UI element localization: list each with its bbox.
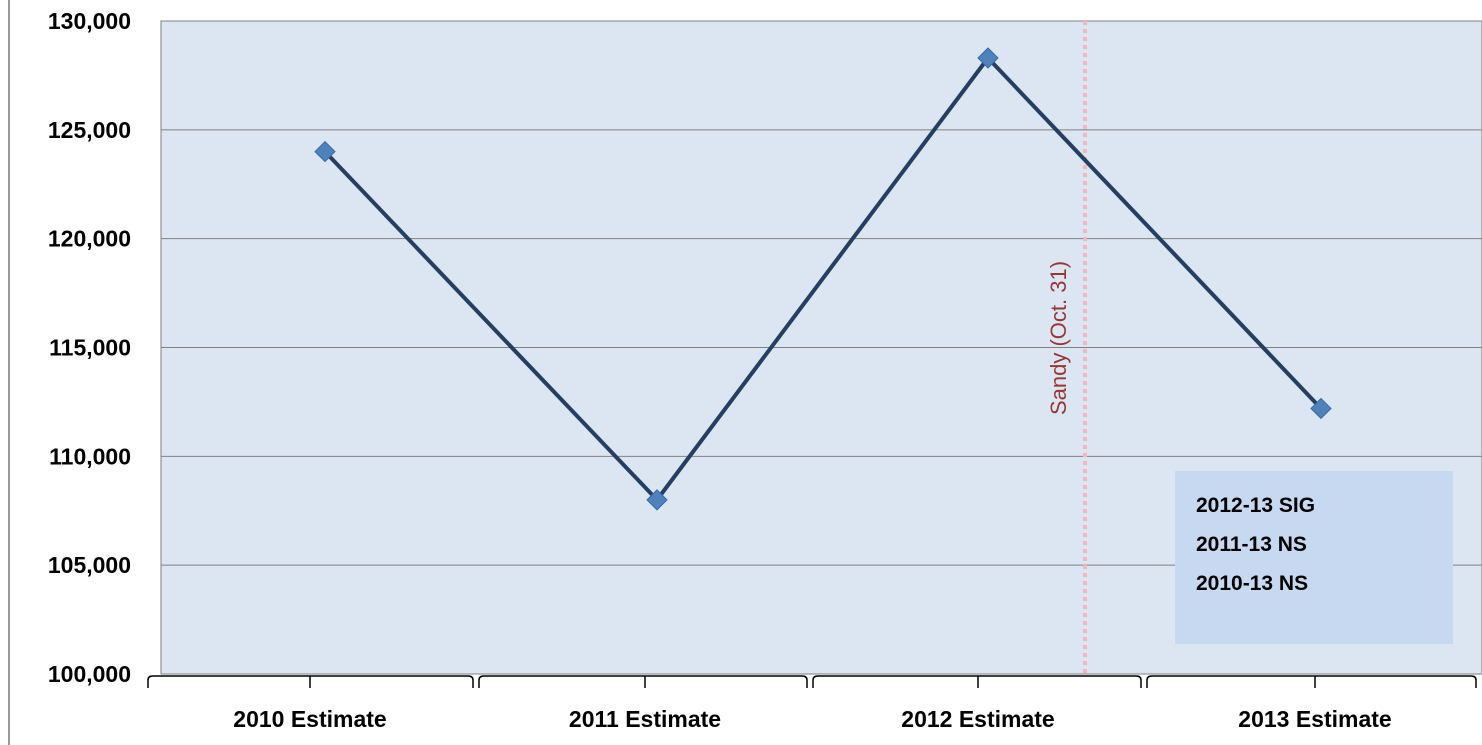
data-point-marker	[1310, 397, 1332, 420]
annotation-background	[1175, 471, 1453, 644]
data-point-marker	[314, 140, 336, 163]
x-category-bracket	[478, 675, 808, 688]
x-axis: 2010 Estimate 2011 Estimate 2012 Estimate 2…	[147, 675, 1477, 732]
y-tick-label: 110,000	[49, 443, 131, 469]
event-marker: Sandy (Oct. 31)	[1046, 21, 1087, 674]
series-line	[314, 47, 1332, 511]
y-tick-label: 125,000	[48, 117, 131, 143]
annotation-line: 2010-13 NS	[1196, 572, 1308, 595]
x-tick-label: 2010 Estimate	[233, 706, 386, 732]
series-polyline	[323, 56, 1323, 502]
annotation-line: 2012-13 SIG	[1196, 494, 1315, 517]
gridlines	[161, 20, 1482, 566]
x-tick-label: 2013 Estimate	[1238, 706, 1391, 732]
y-tick-label: 105,000	[48, 552, 131, 578]
x-category-bracket	[1146, 675, 1477, 688]
data-point-marker	[977, 47, 999, 69]
data-point-marker	[646, 489, 668, 511]
x-tick-label: 2011 Estimate	[569, 706, 721, 732]
y-tick-label: 120,000	[48, 226, 131, 252]
y-tick-label: 100,000	[48, 661, 131, 687]
annotation-line: 2011-13 NS	[1196, 533, 1307, 556]
y-tick-label: 115,000	[49, 335, 131, 361]
y-tick-label: 130,000	[48, 8, 131, 34]
y-axis-tick-labels: 100,000 105,000 110,000 115,000 120,000 125,0…	[48, 8, 131, 687]
event-label: Sandy (Oct. 31)	[1046, 261, 1071, 415]
annotation-box: 2012-13 SIG 2011-13 NS 2010-13 NS	[1175, 471, 1453, 644]
x-category-bracket	[812, 675, 1142, 688]
x-tick-label: 2012 Estimate	[901, 706, 1054, 732]
